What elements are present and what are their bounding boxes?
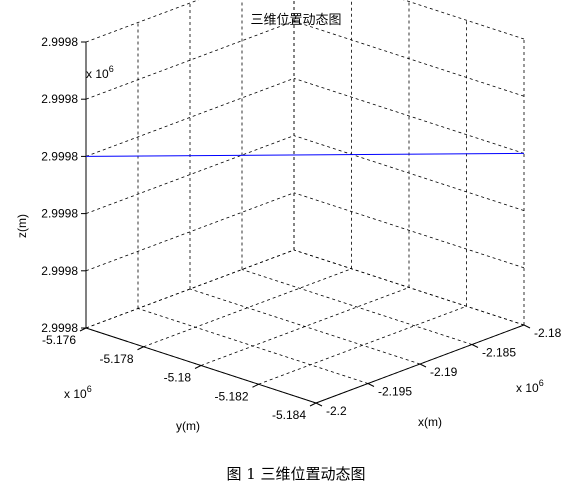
z-tick-label: 2.9998 (41, 35, 78, 49)
grid-line (293, 192, 525, 269)
x-tick-label: -2.185 (482, 346, 516, 360)
y-tick-label: -5.18 (164, 371, 192, 385)
x-tick-mark (367, 383, 375, 387)
y-tick-label: -5.178 (99, 352, 133, 366)
x-tick-label: -2.195 (378, 385, 412, 399)
grid-line (85, 249, 295, 329)
figure-caption: 图 1 三维位置动态图 (226, 465, 365, 483)
y-tick-label: -5.176 (42, 333, 76, 347)
y-tick-mark (252, 383, 259, 388)
z-tick-label: 2.9998 (41, 207, 78, 221)
z-exponent: x 106 (86, 64, 114, 81)
x-exponent: x 106 (516, 378, 544, 395)
z-axis-label: z(m) (15, 214, 29, 238)
grid-line (293, 20, 525, 97)
grid-line (293, 78, 525, 154)
z-tick-label: 2.9998 (41, 149, 78, 163)
y-tick-label: -5.182 (214, 389, 248, 403)
grid-line (85, 20, 295, 100)
x-tick-mark (523, 324, 531, 329)
chart-title: 三维位置动态图 (250, 13, 341, 28)
x-tick-mark (419, 363, 427, 368)
y-exponent: x 106 (64, 384, 92, 401)
axes-box (79, 41, 531, 407)
x-tick-mark (471, 344, 479, 348)
x-tick-label: -2.2 (326, 404, 347, 418)
z-tick-label: 2.9998 (41, 321, 78, 335)
grid-line (85, 192, 295, 272)
x-tick-label: -2.18 (534, 326, 562, 340)
y-tick-mark (194, 365, 202, 369)
trajectory-line (85, 152, 525, 157)
z-tick-label: 2.9998 (41, 92, 78, 106)
grid-line (258, 305, 467, 385)
grid-line (200, 287, 410, 366)
grid-line (143, 268, 352, 348)
grid-line (293, 135, 525, 211)
y-axis-label: y(m) (176, 419, 200, 433)
grid-line (85, 135, 295, 214)
grid-line (189, 288, 421, 365)
y-tick-label: -5.184 (272, 408, 306, 422)
series-layer (85, 152, 525, 157)
z-tick-label: 2.9998 (41, 264, 78, 278)
grid-lines (85, 0, 525, 404)
x-tick-label: -2.19 (430, 365, 458, 379)
tick-labels: -2.2 -2.195 -2.19 -2.185 -2.18 -5.176 -5.178 -5… (41, 35, 561, 422)
x-axis-label: x(m) (418, 415, 442, 429)
grid-line (85, 78, 295, 157)
y-tick-mark (309, 402, 317, 407)
grid-line (403, 0, 525, 40)
grid-line (241, 269, 473, 345)
y-tick-mark (137, 346, 144, 351)
grid-line (85, 0, 200, 43)
x-tick-mark (315, 402, 323, 407)
